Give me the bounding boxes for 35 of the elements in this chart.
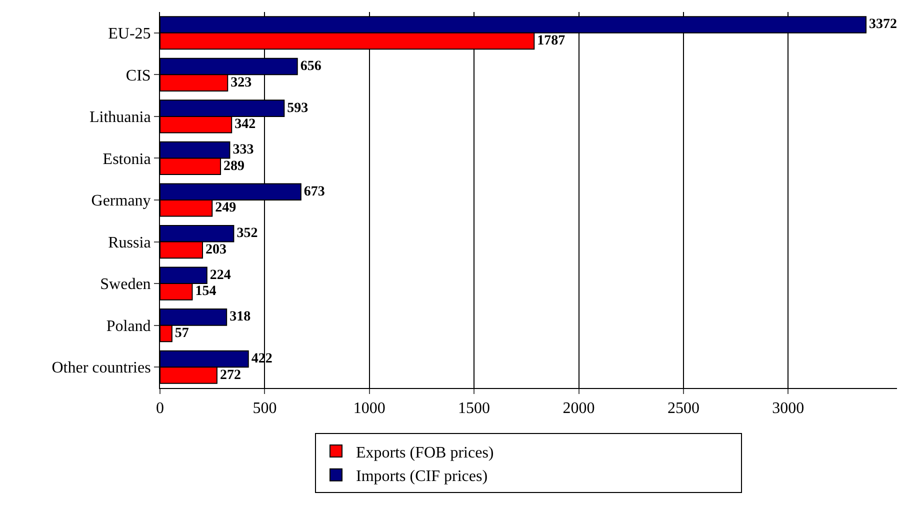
data-label: 154	[195, 284, 216, 300]
data-label: 289	[224, 158, 245, 174]
data-label: 352	[236, 226, 258, 242]
x-tick-label: 2000	[562, 400, 595, 418]
legend-label: Imports (CIF prices)	[356, 468, 488, 486]
data-label: 249	[215, 200, 236, 216]
data-label: 342	[234, 117, 256, 132]
y-tick-label: Poland	[106, 318, 151, 335]
x-tick-label: 0	[156, 400, 164, 418]
y-tick-label: Lithuania	[89, 109, 151, 126]
y-tick-label: Estonia	[102, 150, 151, 168]
data-label: 57	[174, 326, 189, 341]
data-label: 3372	[869, 17, 898, 32]
data-label: 333	[232, 142, 254, 158]
y-tick-label: Germany	[91, 192, 151, 210]
data-label: 593	[287, 100, 308, 116]
x-tick-label: 2500	[667, 400, 700, 418]
data-label: 323	[230, 75, 252, 90]
y-tick-label: EU-25	[108, 25, 151, 42]
y-tick-label: Other countries	[52, 360, 151, 377]
y-tick-label: Sweden	[100, 276, 151, 294]
x-tick-label: 3000	[772, 400, 804, 418]
legend-label: Exports (FOB prices)	[356, 444, 494, 462]
y-tick-label: CIS	[126, 67, 151, 84]
data-label: 673	[304, 184, 325, 200]
x-tick-label: 1500	[458, 400, 490, 418]
data-label: 203	[206, 242, 226, 258]
y-tick-label: Russia	[108, 234, 151, 252]
data-label: 224	[210, 268, 231, 283]
data-label: 656	[300, 59, 322, 74]
data-label: 1787	[537, 34, 566, 49]
x-tick-label: 500	[252, 400, 277, 418]
x-tick-label: 1000	[353, 400, 386, 418]
data-label: 318	[230, 310, 251, 325]
data-label: 272	[220, 368, 241, 383]
